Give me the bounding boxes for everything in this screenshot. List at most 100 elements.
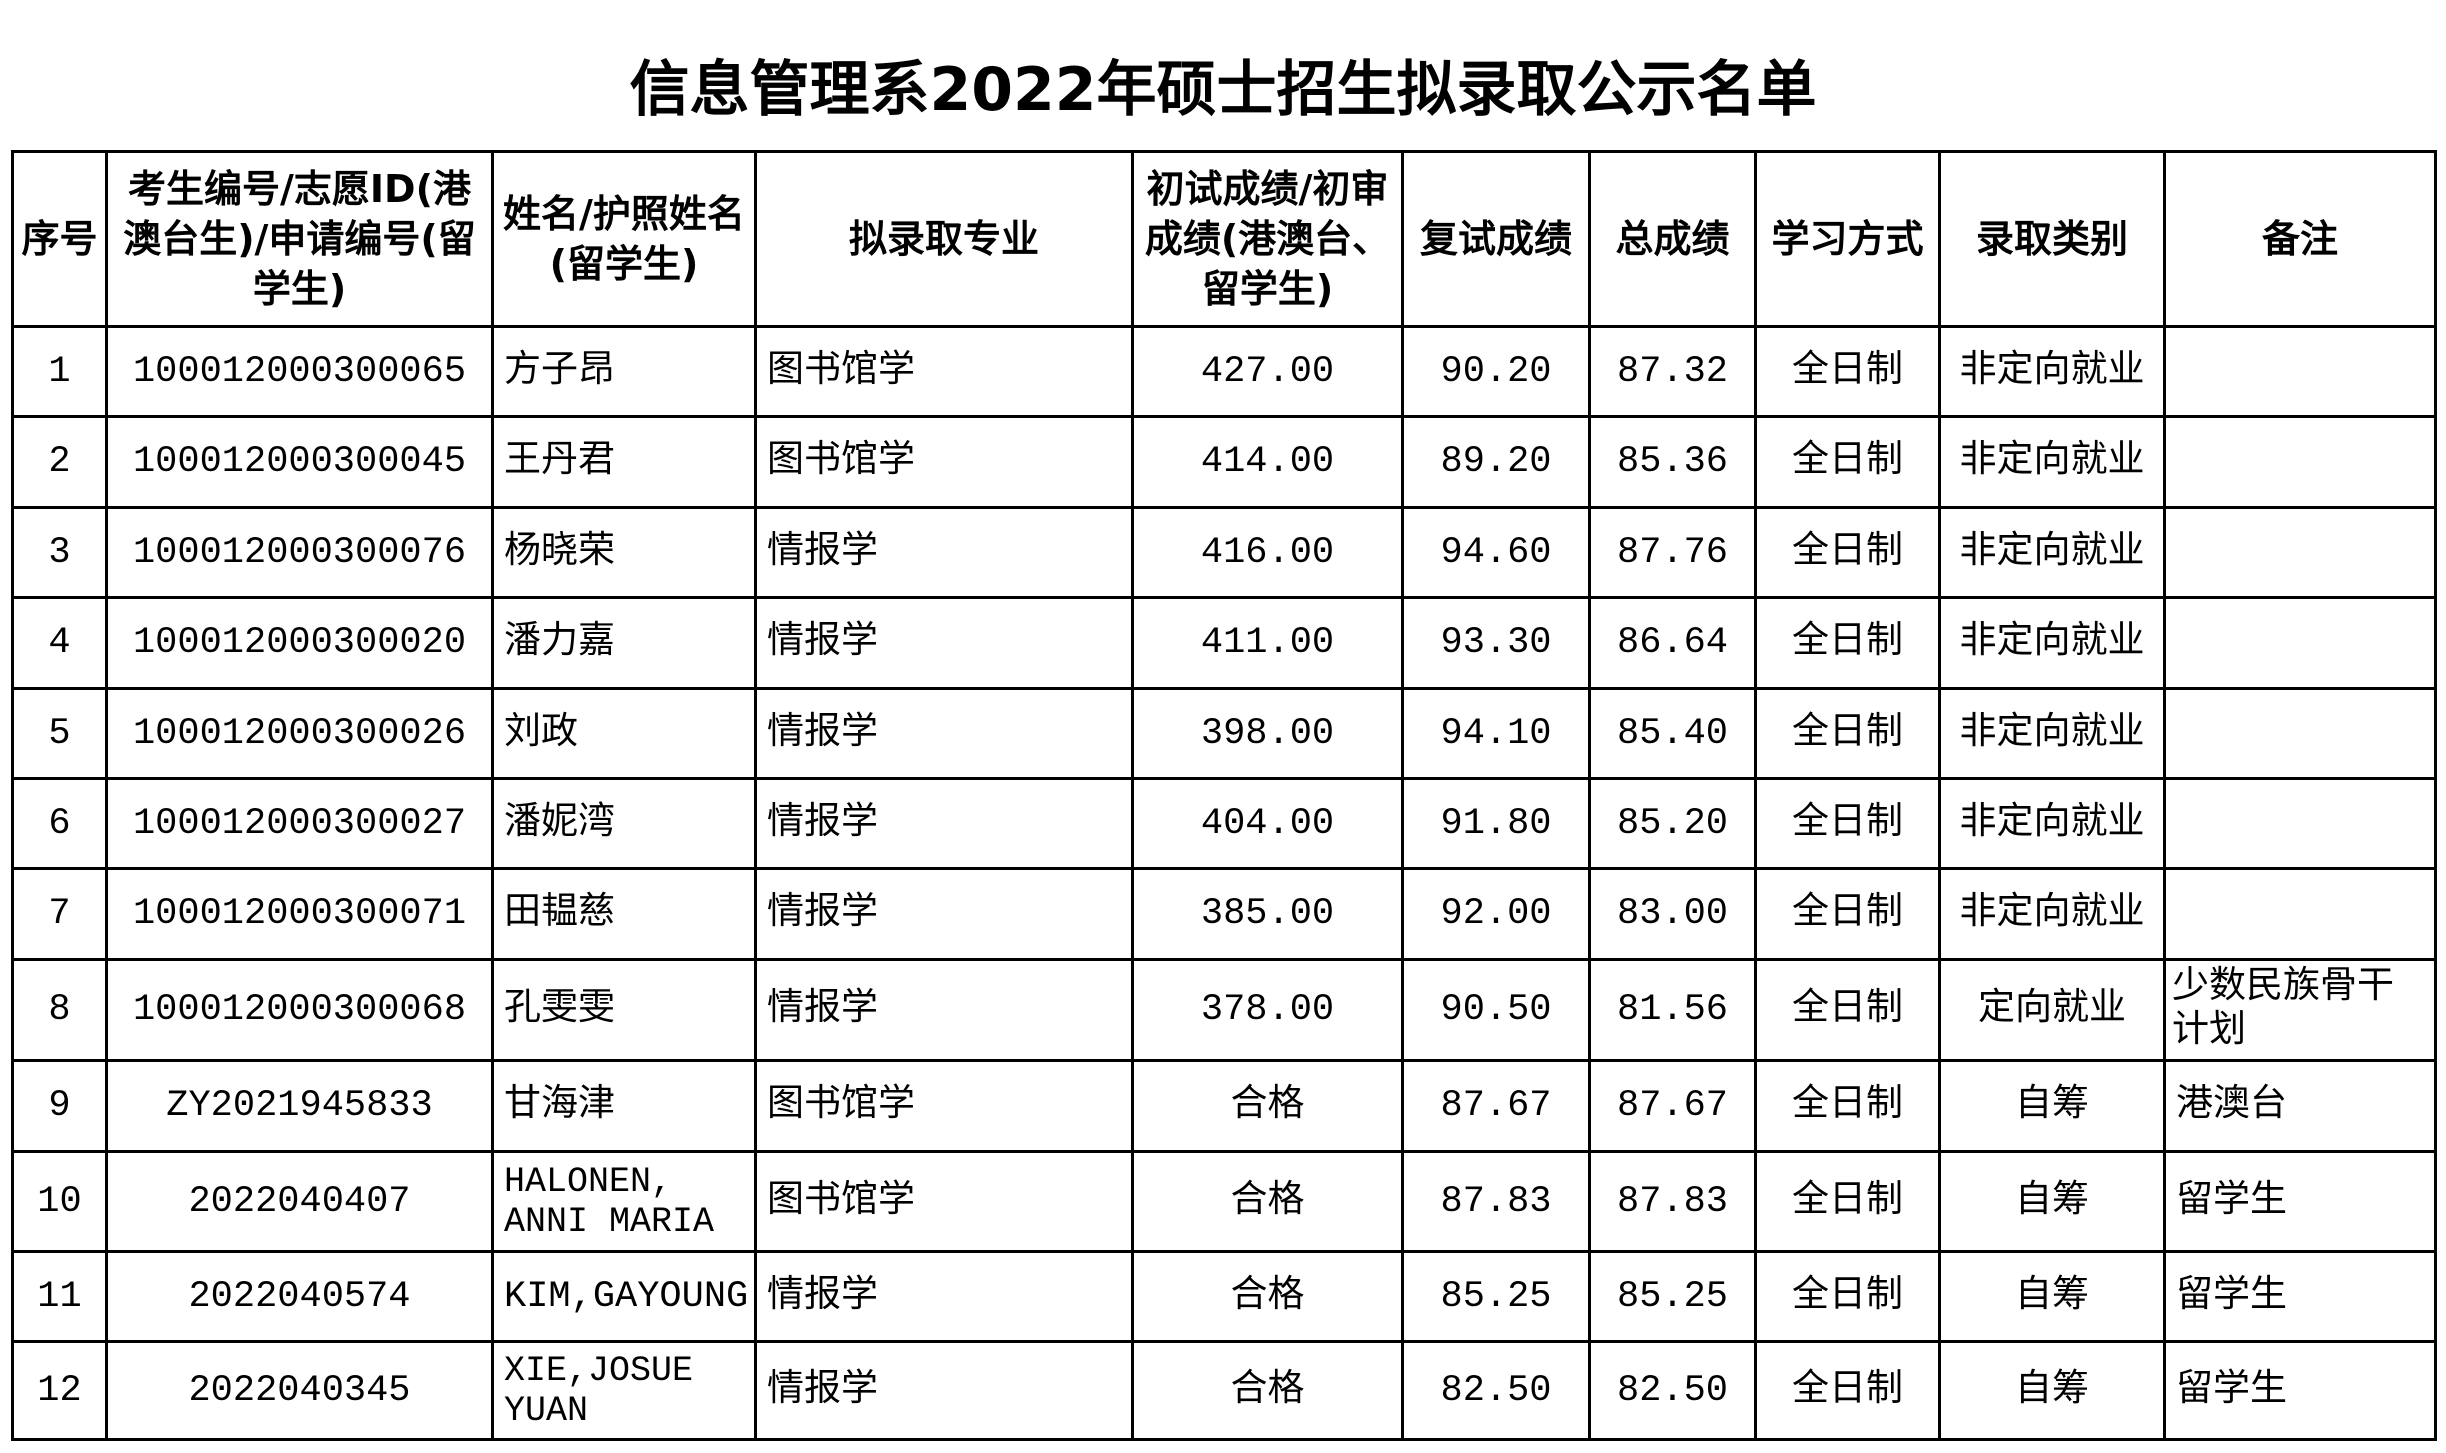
cell-total: 85.25 bbox=[1588, 1250, 1757, 1343]
cell-total: 85.40 bbox=[1588, 687, 1757, 780]
cell-id: 2022040407 bbox=[105, 1150, 494, 1253]
cell-remark bbox=[2163, 325, 2437, 418]
cell-retest: 92.00 bbox=[1401, 867, 1591, 961]
cell-total: 85.20 bbox=[1588, 777, 1757, 870]
cell-major: 情报学 bbox=[754, 1340, 1134, 1441]
cell-category: 定向就业 bbox=[1938, 958, 2166, 1062]
table-row: 11 2022040574 KIM,GAYOUNG 情报学 合格 85.25 85.25 全日… bbox=[11, 1250, 2437, 1343]
cell-no: 8 bbox=[11, 958, 108, 1062]
cell-name: 王丹君 bbox=[491, 415, 757, 509]
cell-major: 图书馆学 bbox=[754, 1059, 1134, 1153]
cell-initial: 378.00 bbox=[1131, 958, 1404, 1062]
cell-no: 12 bbox=[11, 1340, 108, 1441]
cell-id: ZY2021945833 bbox=[105, 1059, 494, 1153]
cell-name: 田韫慈 bbox=[491, 867, 757, 961]
cell-major: 情报学 bbox=[754, 867, 1134, 961]
cell-no: 11 bbox=[11, 1250, 108, 1343]
cell-initial: 合格 bbox=[1131, 1250, 1404, 1343]
page-title: 信息管理系2022年硕士招生拟录取公示名单 bbox=[629, 55, 1817, 125]
table-row: 10 2022040407 HALONEN, ANNI MARIA 图书馆学 合格 87.… bbox=[11, 1150, 2437, 1253]
cell-major: 情报学 bbox=[754, 506, 1134, 599]
cell-remark bbox=[2163, 867, 2437, 961]
cell-initial: 416.00 bbox=[1131, 506, 1404, 599]
cell-total: 85.36 bbox=[1588, 415, 1757, 509]
cell-total: 87.83 bbox=[1588, 1150, 1757, 1253]
cell-total: 81.56 bbox=[1588, 958, 1757, 1062]
cell-id: 100012000300045 bbox=[105, 415, 494, 509]
cell-mode: 全日制 bbox=[1754, 777, 1941, 870]
cell-retest: 87.83 bbox=[1401, 1150, 1591, 1253]
cell-mode: 全日制 bbox=[1754, 596, 1941, 690]
cell-remark bbox=[2163, 506, 2437, 599]
cell-mode: 全日制 bbox=[1754, 1250, 1941, 1343]
header-retest-score: 复试成绩 bbox=[1401, 150, 1591, 328]
cell-category: 非定向就业 bbox=[1938, 325, 2166, 418]
header-index: 序号 bbox=[11, 150, 108, 328]
cell-name: KIM,GAYOUNG bbox=[491, 1250, 757, 1343]
cell-major: 情报学 bbox=[754, 777, 1134, 870]
cell-total: 87.32 bbox=[1588, 325, 1757, 418]
cell-remark: 留学生 bbox=[2163, 1250, 2437, 1343]
cell-no: 4 bbox=[11, 596, 108, 690]
cell-category: 非定向就业 bbox=[1938, 596, 2166, 690]
header-initial-score: 初试成绩/初审成绩(港澳台、留学生) bbox=[1131, 150, 1404, 328]
cell-retest: 87.67 bbox=[1401, 1059, 1591, 1153]
cell-id: 100012000300065 bbox=[105, 325, 494, 418]
cell-initial: 合格 bbox=[1131, 1340, 1404, 1441]
cell-category: 自筹 bbox=[1938, 1250, 2166, 1343]
cell-total: 87.76 bbox=[1588, 506, 1757, 599]
cell-remark: 少数民族骨干计划 bbox=[2163, 958, 2437, 1062]
cell-initial: 合格 bbox=[1131, 1059, 1404, 1153]
cell-id: 100012000300071 bbox=[105, 867, 494, 961]
cell-name: 方子昂 bbox=[491, 325, 757, 418]
cell-retest: 82.50 bbox=[1401, 1340, 1591, 1441]
table-row: 4 100012000300020 潘力嘉 情报学 411.00 93.30 86.64 全日… bbox=[11, 596, 2437, 690]
header-study-mode: 学习方式 bbox=[1754, 150, 1941, 328]
cell-category: 非定向就业 bbox=[1938, 506, 2166, 599]
cell-initial: 合格 bbox=[1131, 1150, 1404, 1253]
cell-initial: 427.00 bbox=[1131, 325, 1404, 418]
cell-no: 10 bbox=[11, 1150, 108, 1253]
cell-name: HALONEN, ANNI MARIA bbox=[491, 1150, 757, 1253]
cell-category: 非定向就业 bbox=[1938, 867, 2166, 961]
cell-no: 2 bbox=[11, 415, 108, 509]
cell-remark bbox=[2163, 596, 2437, 690]
cell-category: 非定向就业 bbox=[1938, 777, 2166, 870]
table-row: 9 ZY2021945833 甘海津 图书馆学 合格 87.67 87.67 全日制 自筹 港澳台 bbox=[11, 1059, 2437, 1153]
table-row: 2 100012000300045 王丹君 图书馆学 414.00 89.20 85.36 全… bbox=[11, 415, 2437, 509]
cell-name: 潘力嘉 bbox=[491, 596, 757, 690]
cell-remark: 留学生 bbox=[2163, 1340, 2437, 1441]
cell-id: 100012000300027 bbox=[105, 777, 494, 870]
cell-major: 图书馆学 bbox=[754, 415, 1134, 509]
cell-major: 图书馆学 bbox=[754, 325, 1134, 418]
header-total-score: 总成绩 bbox=[1588, 150, 1757, 328]
cell-major: 情报学 bbox=[754, 1250, 1134, 1343]
cell-total: 86.64 bbox=[1588, 596, 1757, 690]
cell-major: 情报学 bbox=[754, 596, 1134, 690]
cell-remark bbox=[2163, 777, 2437, 870]
table-row: 6 100012000300027 潘妮湾 情报学 404.00 91.80 85.20 全日… bbox=[11, 777, 2437, 870]
cell-id: 100012000300076 bbox=[105, 506, 494, 599]
cell-remark bbox=[2163, 687, 2437, 780]
cell-name: 杨晓荣 bbox=[491, 506, 757, 599]
cell-remark: 留学生 bbox=[2163, 1150, 2437, 1253]
cell-mode: 全日制 bbox=[1754, 1150, 1941, 1253]
cell-id: 100012000300026 bbox=[105, 687, 494, 780]
cell-no: 9 bbox=[11, 1059, 108, 1153]
cell-id: 100012000300068 bbox=[105, 958, 494, 1062]
cell-no: 5 bbox=[11, 687, 108, 780]
cell-id: 100012000300020 bbox=[105, 596, 494, 690]
cell-initial: 385.00 bbox=[1131, 867, 1404, 961]
cell-retest: 85.25 bbox=[1401, 1250, 1591, 1343]
cell-major: 情报学 bbox=[754, 958, 1134, 1062]
cell-remark: 港澳台 bbox=[2163, 1059, 2437, 1153]
cell-retest: 94.10 bbox=[1401, 687, 1591, 780]
table-row: 12 2022040345 XIE,JOSUE YUAN 情报学 合格 82.50 82.5… bbox=[11, 1340, 2437, 1441]
cell-major: 图书馆学 bbox=[754, 1150, 1134, 1253]
cell-category: 非定向就业 bbox=[1938, 415, 2166, 509]
cell-no: 7 bbox=[11, 867, 108, 961]
cell-name: XIE,JOSUE YUAN bbox=[491, 1340, 757, 1441]
cell-major: 情报学 bbox=[754, 687, 1134, 780]
cell-retest: 90.50 bbox=[1401, 958, 1591, 1062]
cell-mode: 全日制 bbox=[1754, 1059, 1941, 1153]
